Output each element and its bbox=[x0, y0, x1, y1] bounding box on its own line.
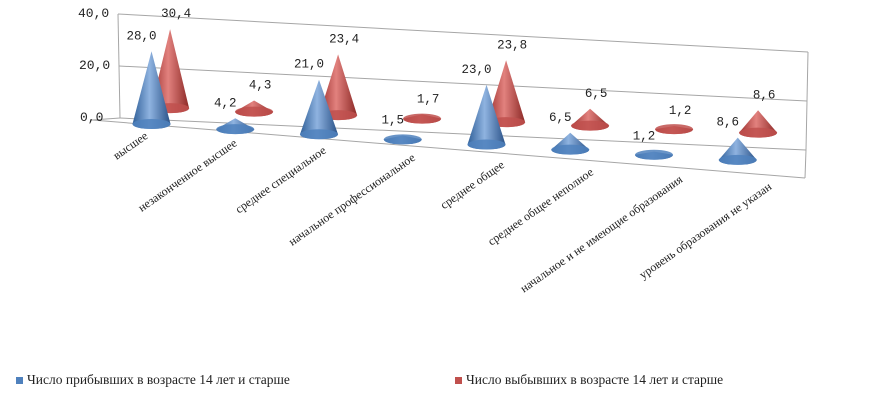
cone-arrived bbox=[132, 51, 171, 130]
cone-body bbox=[132, 51, 171, 130]
cone-body bbox=[487, 60, 526, 128]
data-label-departed: 4,3 bbox=[249, 78, 272, 92]
cone-base bbox=[216, 124, 255, 135]
cone-base bbox=[655, 124, 694, 135]
cone-departed bbox=[235, 100, 274, 117]
cone-arrived bbox=[551, 132, 590, 155]
legend-item-departed: Число выбывших в возрасте 14 лет и старш… bbox=[455, 372, 723, 388]
data-label-arrived: 1,5 bbox=[381, 114, 404, 128]
axis-edge bbox=[805, 51, 809, 151]
cone-departed bbox=[739, 110, 778, 138]
cone-arrived bbox=[383, 134, 422, 145]
cone-base bbox=[467, 139, 506, 150]
x-tick-label: незаконченное высшее bbox=[135, 136, 239, 215]
cone-base bbox=[739, 127, 778, 138]
legend-swatch-departed bbox=[455, 376, 462, 384]
cone-arrived bbox=[300, 79, 338, 140]
gridline bbox=[118, 65, 808, 102]
data-label-departed: 30,4 bbox=[161, 7, 191, 21]
cone-arrived bbox=[216, 118, 255, 135]
cone-base bbox=[300, 129, 338, 140]
y-tick-label: 20,0 bbox=[79, 58, 110, 73]
cone-base bbox=[551, 144, 590, 155]
cone-arrived bbox=[718, 137, 757, 165]
cone-arrived bbox=[635, 149, 673, 160]
cone-base bbox=[571, 120, 610, 131]
legend-label-departed: Число выбывших в возрасте 14 лет и старш… bbox=[466, 372, 724, 387]
cone-body bbox=[319, 54, 358, 121]
cone-body bbox=[300, 79, 338, 140]
data-label-arrived: 6,5 bbox=[549, 111, 572, 125]
cone-base bbox=[635, 149, 673, 160]
chart-frame bbox=[91, 13, 809, 179]
legend-swatch-arrived bbox=[16, 376, 23, 384]
data-label-departed: 8,6 bbox=[753, 88, 776, 102]
cone-body bbox=[467, 84, 506, 150]
data-label-departed: 23,8 bbox=[497, 38, 527, 52]
data-label-arrived: 21,0 bbox=[294, 58, 324, 72]
data-labels: 30,4 28,0 4,3 4,2 23,4 21,0 1,7 1,5 23,8 23,0 6,5 6… bbox=[126, 7, 775, 144]
x-tick-label: высшее bbox=[110, 129, 150, 163]
axis-edge bbox=[117, 13, 121, 119]
cone-base bbox=[403, 113, 442, 124]
y-tick-label: 40,0 bbox=[78, 6, 109, 21]
data-label-arrived: 4,2 bbox=[214, 96, 237, 110]
x-tick-label: среднее специальное bbox=[233, 143, 329, 216]
x-tick-label: среднее общее неполное bbox=[485, 165, 596, 248]
x-tick-label: начальное и не имеющие образования bbox=[517, 172, 685, 296]
data-label-departed: 6,5 bbox=[585, 87, 608, 101]
cone-base bbox=[132, 119, 171, 130]
axis-edge bbox=[91, 119, 806, 179]
cone-departed bbox=[655, 124, 694, 135]
data-label-departed: 1,7 bbox=[417, 92, 440, 106]
legend-label-arrived: Число прибывших в возрасте 14 лет и стар… bbox=[27, 372, 290, 387]
chart-series bbox=[132, 29, 778, 165]
chart-plot-area: 0,0 20,0 40,0 30,4 28,0 4,3 4,2 23,4 21,0 1,7 1,5… bbox=[78, 6, 809, 296]
x-tick-label: среднее общее bbox=[438, 158, 507, 212]
cone-base bbox=[383, 134, 422, 145]
data-label-arrived: 23,0 bbox=[461, 63, 491, 77]
y-tick-label: 0,0 bbox=[80, 110, 103, 125]
data-label-arrived: 1,2 bbox=[633, 130, 656, 144]
legend: Число прибывших в возрасте 14 лет и стар… bbox=[0, 372, 871, 392]
axis-edge bbox=[91, 117, 121, 121]
data-label-departed: 23,4 bbox=[329, 32, 359, 46]
y-axis: 0,0 20,0 40,0 bbox=[78, 6, 110, 125]
cone-arrived bbox=[467, 84, 506, 150]
cone-base bbox=[235, 106, 274, 117]
data-label-arrived: 8,6 bbox=[716, 116, 739, 130]
data-label-arrived: 28,0 bbox=[126, 29, 156, 43]
cone-base bbox=[718, 154, 757, 165]
legend-item-arrived: Число прибывших в возрасте 14 лет и стар… bbox=[16, 372, 290, 388]
cone-departed bbox=[571, 108, 610, 131]
gridline bbox=[117, 13, 809, 53]
data-label-departed: 1,2 bbox=[669, 104, 692, 118]
axis-edge bbox=[804, 149, 807, 179]
cone-departed bbox=[403, 113, 442, 124]
